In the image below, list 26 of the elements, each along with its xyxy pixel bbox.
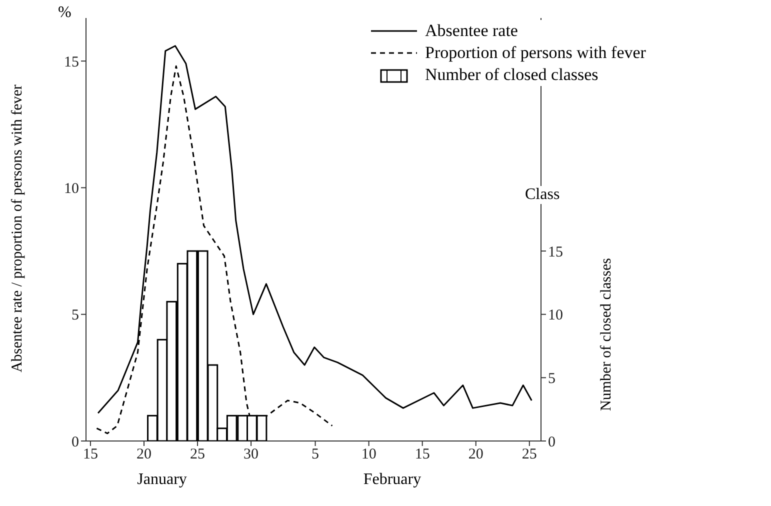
y2-tick-label: 15: [548, 244, 563, 260]
y-tick-label: 0: [72, 434, 79, 450]
y-tick-label: 15: [64, 54, 79, 70]
x-tick-label: 25: [522, 446, 537, 463]
annotation: Class: [523, 186, 562, 204]
y2-tick-label: 0: [548, 434, 556, 450]
legend-label: Absentee rate: [425, 20, 518, 42]
x-tick-label: 25: [190, 446, 206, 463]
text: %: [56, 4, 74, 22]
x-tick-label: 5: [312, 446, 320, 463]
y2-tick-label: 10: [548, 308, 563, 324]
y2-tick-label: 5: [548, 371, 556, 387]
legend-label: Proportion of persons with fever: [425, 42, 646, 64]
y-tick-label: 5: [72, 308, 79, 324]
x-tick-label: 20: [136, 446, 152, 463]
text: January: [124, 471, 200, 489]
x-tick-label: 10: [361, 446, 376, 463]
x-tick-label: 30: [244, 446, 259, 463]
y-axis-title: Absentee rate / proportion of persons with fever: [10, 83, 26, 374]
x-tick-label: 20: [468, 446, 484, 463]
y2-axis-title: Number of closed classes: [598, 257, 616, 413]
x-tick-label: 15: [414, 446, 430, 463]
text: February: [354, 471, 430, 489]
x-tick-label: 15: [82, 446, 98, 463]
legend-label: Number of closed classes: [425, 64, 598, 86]
y-tick-label: 10: [64, 181, 79, 198]
